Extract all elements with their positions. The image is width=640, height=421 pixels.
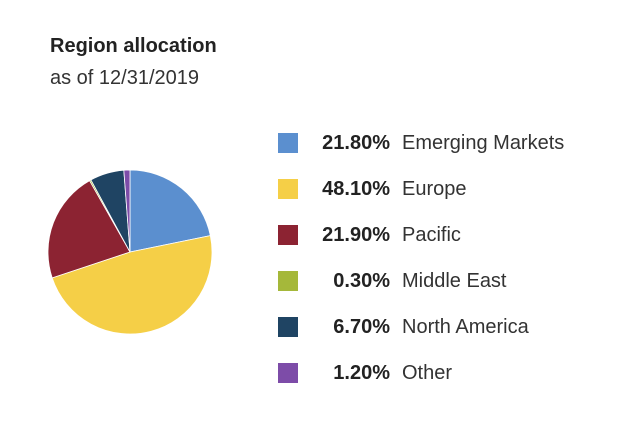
legend-value-north-america: 6.70% [333, 315, 390, 338]
chart-title: Region allocation [50, 35, 217, 57]
legend-value-europe: 48.10% [322, 177, 390, 200]
legend-swatch-pacific [278, 225, 298, 245]
chart-subtitle: as of 12/31/2019 [50, 67, 200, 89]
legend-swatch-other [278, 363, 298, 383]
legend-swatch-middle-east [278, 271, 298, 291]
legend-label-other: Other [402, 361, 453, 384]
pie-slice-europe [51, 235, 213, 335]
pie-slice-emerging-markets [129, 169, 211, 253]
legend-item-pacific: 21.90% Pacific [278, 212, 628, 258]
legend-label-north-america: North America [402, 315, 529, 338]
pie-slice-pacific [47, 180, 131, 279]
legend-item-europe: 48.10% Europe [278, 166, 628, 212]
legend-item-other: 1.20% Other [278, 350, 628, 396]
legend-swatch-europe [278, 179, 298, 199]
legend-swatch-north-america [278, 317, 298, 337]
chart-header: Region allocation as of 12/31/2019 [50, 33, 217, 91]
legend-label-emerging-markets: Emerging Markets [402, 131, 565, 154]
legend-item-emerging-markets: 21.80% Emerging Markets [278, 120, 628, 166]
legend-item-middle-east: 0.30% Middle East [278, 258, 628, 304]
legend-label-europe: Europe [402, 177, 467, 200]
legend-value-other: 1.20% [333, 361, 390, 384]
legend-value-middle-east: 0.30% [333, 269, 390, 292]
legend-value-emerging-markets: 21.80% [322, 131, 390, 154]
pie-slice-other [123, 169, 131, 253]
legend-label-pacific: Pacific [402, 223, 461, 246]
legend-value-pacific: 21.90% [322, 223, 390, 246]
legend-label-middle-east: Middle East [402, 269, 507, 292]
legend-swatch-emerging-markets [278, 133, 298, 153]
legend: 21.80% Emerging Markets 48.10% Europe 21… [278, 120, 628, 396]
legend-item-north-america: 6.70% North America [278, 304, 628, 350]
